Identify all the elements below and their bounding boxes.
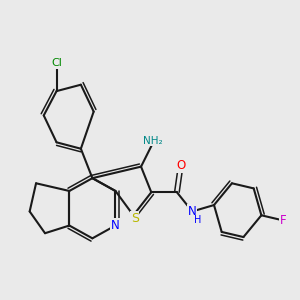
Text: N: N (111, 219, 120, 232)
Text: H: H (194, 215, 202, 225)
Text: S: S (130, 212, 139, 225)
Text: F: F (280, 214, 286, 227)
Text: N: N (188, 205, 197, 218)
Text: O: O (176, 159, 185, 172)
Text: NH₂: NH₂ (143, 136, 162, 146)
Text: Cl: Cl (51, 58, 62, 68)
